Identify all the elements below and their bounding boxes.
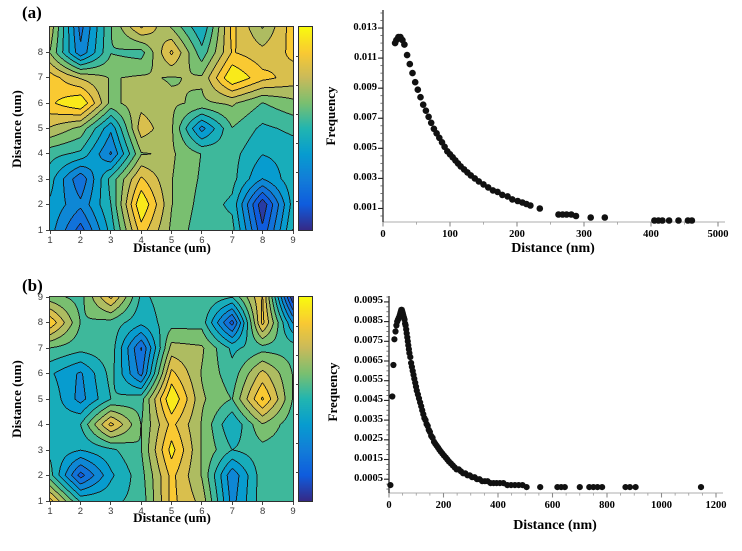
data-point bbox=[494, 188, 501, 196]
data-point bbox=[401, 41, 408, 48]
colorbar-a bbox=[298, 26, 313, 231]
data-point bbox=[417, 93, 424, 101]
data-point bbox=[527, 202, 534, 209]
data-point bbox=[411, 78, 419, 86]
data-point bbox=[499, 191, 506, 199]
data-point bbox=[406, 60, 414, 68]
data-point bbox=[576, 484, 583, 491]
data-point bbox=[601, 214, 609, 221]
data-point bbox=[480, 181, 487, 188]
data-point bbox=[523, 484, 530, 491]
data-point bbox=[403, 51, 411, 59]
data-point bbox=[390, 361, 397, 369]
scatter-b-xlabel: Distance (nm) bbox=[513, 518, 597, 533]
data-point bbox=[561, 484, 568, 491]
colorbar-b bbox=[298, 296, 313, 502]
data-point bbox=[407, 354, 414, 361]
data-point bbox=[563, 211, 570, 218]
contour-a-xlabel: Distance (um) bbox=[133, 240, 211, 255]
data-point bbox=[387, 482, 394, 489]
contour-plot-a bbox=[49, 26, 294, 231]
data-point bbox=[414, 86, 422, 93]
data-point bbox=[599, 484, 606, 491]
data-point bbox=[484, 184, 492, 191]
data-point bbox=[572, 212, 580, 220]
scatter-a-xlabel: Distance (nm) bbox=[511, 241, 595, 256]
data-point bbox=[422, 107, 430, 114]
data-point bbox=[419, 101, 427, 108]
contour-b-xlabel: Distance (um) bbox=[133, 510, 211, 525]
contour-canvas bbox=[50, 27, 293, 230]
data-point bbox=[537, 484, 544, 491]
data-point bbox=[594, 484, 601, 491]
data-point bbox=[665, 217, 673, 224]
data-point bbox=[425, 113, 432, 121]
contour-plot-b bbox=[49, 296, 294, 502]
data-point bbox=[622, 484, 629, 491]
data-point bbox=[504, 193, 511, 200]
data-point bbox=[688, 217, 696, 224]
data-point bbox=[659, 217, 666, 224]
panel-b-label: (b) bbox=[22, 276, 43, 295]
data-point bbox=[632, 484, 639, 491]
data-point bbox=[475, 178, 483, 185]
colorbar-gradient bbox=[299, 27, 312, 230]
data-point bbox=[675, 217, 682, 224]
data-point bbox=[391, 336, 398, 343]
colorbar-gradient bbox=[299, 297, 312, 501]
data-point bbox=[509, 196, 516, 203]
data-point bbox=[697, 484, 705, 491]
data-point bbox=[427, 119, 435, 127]
contour-canvas bbox=[50, 297, 293, 501]
data-point bbox=[389, 393, 396, 400]
data-point bbox=[626, 484, 634, 491]
data-point bbox=[392, 328, 399, 335]
data-point bbox=[587, 214, 594, 221]
data-point bbox=[409, 69, 416, 77]
data-point bbox=[536, 205, 544, 212]
panel-a-label: (a) bbox=[22, 3, 42, 22]
